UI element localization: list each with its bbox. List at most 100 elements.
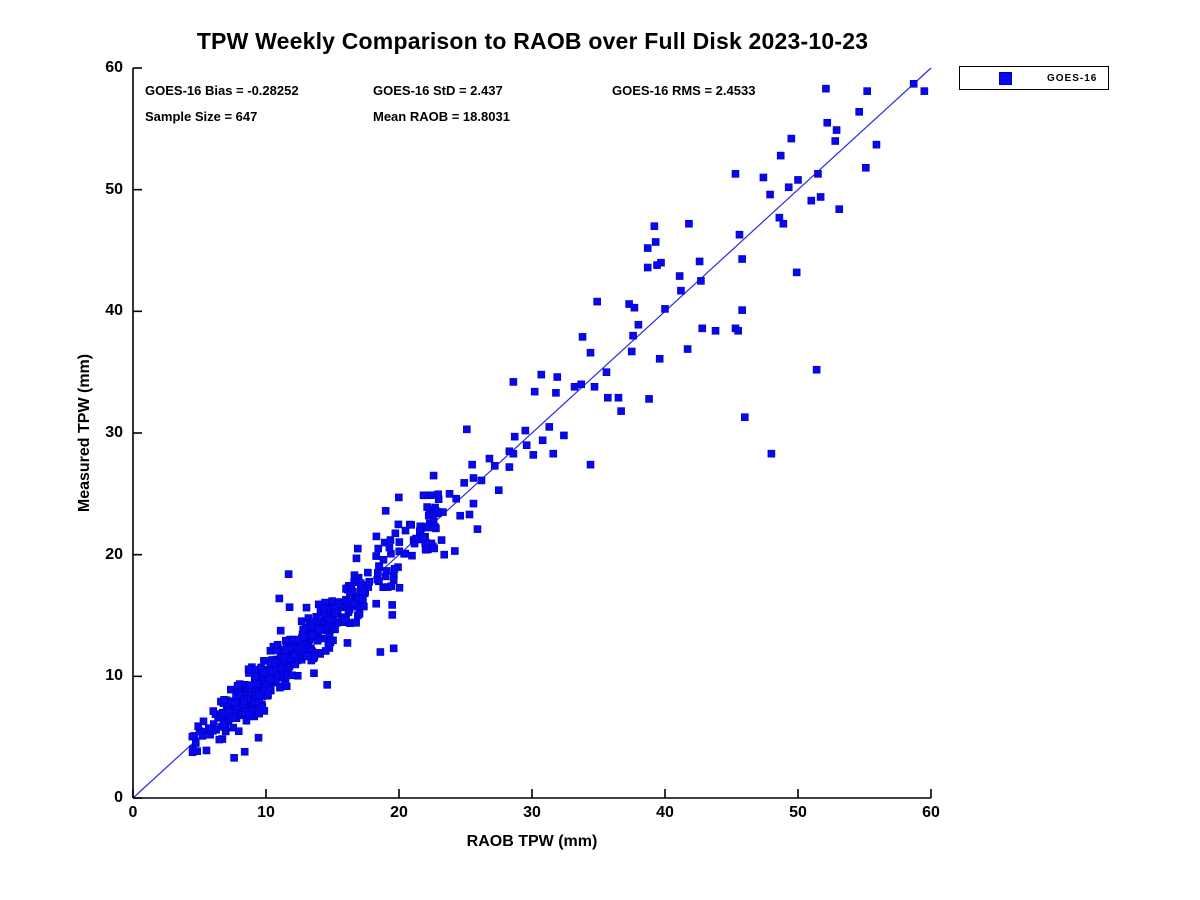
data-point (251, 672, 260, 681)
data-point (343, 639, 352, 647)
data-point (537, 370, 546, 379)
data-point (252, 680, 261, 688)
data-point (430, 544, 438, 553)
data-point (469, 474, 478, 482)
legend-series-label: GOES-16 (1047, 72, 1098, 84)
data-point (355, 610, 364, 618)
data-point (629, 331, 637, 340)
x-tick-label: 10 (257, 804, 275, 821)
data-point (509, 449, 518, 458)
data-point (683, 345, 692, 353)
data-point (381, 507, 390, 515)
data-point (697, 277, 705, 285)
data-point (254, 733, 263, 742)
data-point (627, 347, 636, 356)
data-point (350, 599, 359, 608)
data-point (395, 538, 404, 546)
data-point (468, 460, 476, 469)
data-point (734, 326, 742, 335)
data-point (650, 222, 659, 230)
y-tick-label: 40 (105, 302, 123, 320)
data-point (787, 134, 796, 143)
legend-marker-square-icon (999, 71, 1012, 85)
data-point (792, 268, 801, 277)
data-point (578, 333, 587, 341)
data-point (560, 431, 568, 440)
data-point (816, 193, 825, 201)
data-point (440, 550, 449, 559)
data-point (254, 691, 263, 699)
data-point (297, 642, 306, 651)
y-axis-label: Measured TPW (mm) (76, 353, 93, 513)
data-point (711, 326, 720, 335)
data-point (522, 441, 531, 449)
data-point (188, 732, 197, 741)
data-point (259, 669, 268, 677)
data-point (191, 739, 200, 747)
data-point (429, 516, 438, 525)
x-tick-label: 50 (789, 804, 807, 821)
data-point (401, 526, 410, 535)
data-point (614, 393, 623, 402)
data-point (388, 611, 397, 619)
data-point (373, 568, 382, 577)
data-point (353, 544, 362, 553)
x-tick-label: 40 (656, 804, 674, 821)
x-tick-label: 0 (128, 804, 138, 821)
data-point (240, 747, 249, 756)
data-point (545, 423, 554, 431)
data-point (202, 746, 211, 755)
data-point (759, 173, 768, 182)
data-point (390, 565, 399, 573)
data-point (229, 713, 237, 722)
data-point (530, 387, 539, 396)
data-point (822, 84, 830, 93)
data-point (407, 521, 416, 529)
data-point (490, 462, 499, 470)
data-point (643, 263, 652, 272)
data-point (437, 536, 446, 544)
data-point (677, 286, 685, 295)
data-point (281, 646, 290, 654)
data-point (909, 80, 918, 88)
data-point (432, 507, 441, 516)
data-point (302, 603, 311, 612)
data-point (634, 320, 643, 329)
data-point (364, 568, 372, 577)
data-point (645, 395, 653, 403)
data-point (510, 432, 519, 441)
data-point (334, 600, 342, 608)
data-point (359, 595, 367, 604)
data-point (412, 534, 420, 543)
data-point (233, 681, 242, 690)
data-point (374, 544, 383, 553)
data-point (505, 463, 514, 471)
data-point (360, 602, 368, 611)
data-point (509, 378, 518, 386)
data-point (194, 722, 202, 731)
data-point (698, 324, 707, 333)
data-point (423, 503, 431, 511)
data-point (604, 393, 612, 402)
data-point (193, 747, 201, 755)
y-tick-label: 30 (105, 424, 123, 441)
data-point (230, 754, 238, 762)
data-point (776, 151, 785, 160)
data-point (831, 137, 840, 145)
y-tick-label: 0 (114, 789, 123, 806)
data-point (812, 365, 821, 374)
data-point (227, 685, 235, 694)
data-point (276, 683, 284, 692)
data-point (391, 529, 400, 538)
data-point (920, 87, 929, 95)
data-point (279, 654, 288, 662)
data-point (784, 183, 793, 192)
data-point (379, 555, 388, 564)
data-point (365, 577, 374, 586)
data-point (593, 297, 601, 306)
data-point (570, 382, 579, 391)
data-point (872, 140, 881, 149)
data-point (372, 532, 381, 541)
data-point (602, 368, 611, 376)
